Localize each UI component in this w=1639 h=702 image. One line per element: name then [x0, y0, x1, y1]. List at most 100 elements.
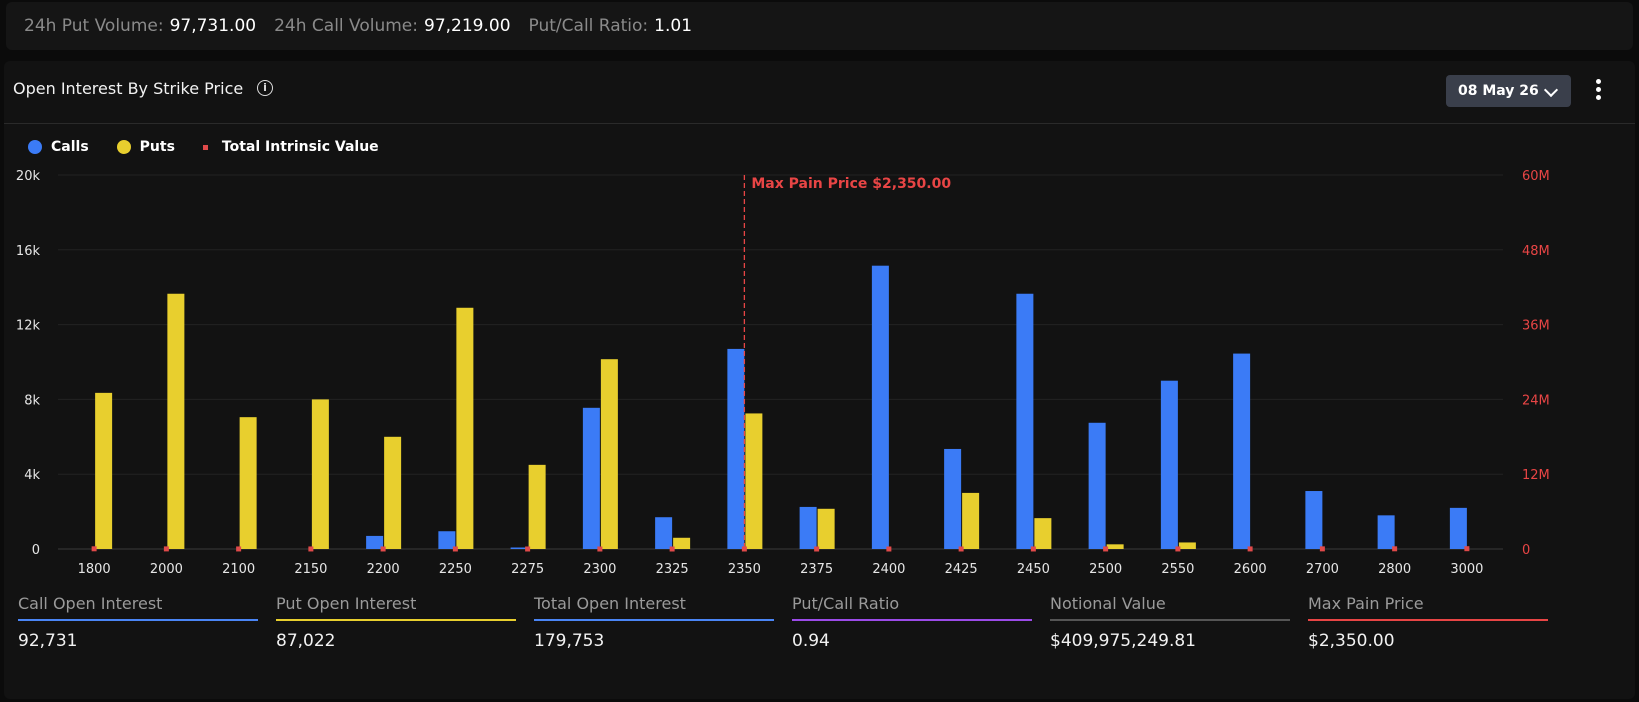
calls-bar — [1305, 491, 1323, 549]
chart-legend: Calls Puts Total Intrinsic Value — [28, 139, 407, 155]
intrinsic-value-point — [525, 546, 531, 552]
panel-title: Open Interest By Strike Price — [13, 79, 244, 98]
y-right-tick-label: 0 — [1522, 543, 1530, 558]
calls-legend-dot — [28, 140, 42, 154]
expiry-date-value: 08 May 26 — [1458, 83, 1539, 99]
calls-bar — [655, 517, 673, 549]
panel-divider — [4, 123, 1635, 124]
intrinsic-value-point — [308, 546, 314, 552]
intrinsic-value-point — [452, 546, 458, 552]
intrinsic-value-point — [597, 546, 603, 552]
stat-label: Put Open Interest — [276, 594, 417, 613]
puts-legend-dot — [116, 140, 131, 154]
y-left-tick-label: 0 — [32, 543, 40, 558]
x-tick-label: 2700 — [1306, 562, 1339, 577]
stat-value: $409,975,249.81 — [1050, 631, 1197, 651]
intrinsic-value-point — [741, 546, 747, 552]
stat-value: $2,350.00 — [1308, 631, 1395, 651]
expiry-date-select[interactable]: 08 May 26 — [1446, 75, 1571, 107]
puts-bar — [384, 436, 402, 549]
puts-bar — [239, 417, 257, 549]
puts-bar — [528, 464, 546, 549]
x-tick-label: 1800 — [78, 562, 111, 577]
call-volume-label: 24h Call Volume: — [274, 16, 418, 36]
stat-underline — [1050, 619, 1290, 621]
puts-bar — [95, 392, 113, 549]
calls-bar — [1088, 422, 1106, 549]
intrinsic-value-point — [669, 546, 675, 552]
x-tick-label: 2200 — [367, 562, 400, 577]
max-pain-label: Max Pain Price $2,350.00 — [751, 176, 951, 192]
intrinsic-value-point — [91, 546, 97, 552]
puts-bar — [1178, 542, 1196, 549]
x-tick-label: 2450 — [1017, 562, 1050, 577]
y-right-tick-label: 36M — [1522, 319, 1550, 334]
legend-calls[interactable]: Calls — [28, 139, 89, 155]
intrinsic-value-point — [1464, 546, 1470, 552]
volume-summary-bar: 24h Put Volume: 97,731.00 24h Call Volum… — [6, 2, 1633, 50]
legend-intrinsic[interactable]: Total Intrinsic Value — [202, 139, 379, 155]
y-left-tick-label: 8k — [24, 393, 40, 408]
intrinsic-value-point — [163, 546, 169, 552]
x-tick-label: 2300 — [583, 562, 616, 577]
calls-bar — [727, 348, 745, 549]
calls-bar — [582, 407, 600, 549]
intrinsic-value-point — [886, 546, 892, 552]
stat-label: Total Open Interest — [534, 594, 686, 613]
calls-bar — [871, 265, 889, 549]
intrinsic-value-point — [1175, 546, 1181, 552]
stat-notional-value: Notional Value $409,975,249.81 — [1050, 594, 1290, 651]
intrinsic-value-point — [1030, 546, 1036, 552]
intrinsic-value-point — [814, 546, 820, 552]
legend-intrinsic-label: Total Intrinsic Value — [221, 139, 379, 155]
x-tick-label: 2600 — [1234, 562, 1267, 577]
open-interest-panel: Open Interest By Strike Price i 08 May 2… — [4, 61, 1635, 699]
stat-max-pain-price: Max Pain Price $2,350.00 — [1308, 594, 1548, 651]
stat-put-call-ratio: Put/Call Ratio 0.94 — [792, 594, 1032, 651]
legend-puts-label: Puts — [139, 139, 175, 155]
calls-bar — [1233, 353, 1251, 549]
put-call-ratio-label: Put/Call Ratio: — [528, 16, 649, 36]
calls-bar — [366, 535, 384, 549]
puts-bar — [817, 508, 835, 549]
intrinsic-legend-marker — [202, 144, 208, 150]
y-right-tick-label: 12M — [1522, 468, 1550, 483]
intrinsic-value-point — [1247, 546, 1253, 552]
stat-underline — [1308, 619, 1548, 621]
stat-value: 92,731 — [18, 631, 78, 651]
x-tick-label: 2000 — [150, 562, 183, 577]
calls-bar — [1160, 380, 1178, 549]
y-right-tick-label: 60M — [1522, 169, 1550, 184]
x-tick-label: 3000 — [1450, 562, 1483, 577]
put-call-ratio-value: 1.01 — [654, 16, 693, 36]
stat-value: 0.94 — [792, 631, 830, 651]
x-tick-label: 2100 — [222, 562, 255, 577]
stat-put-open-interest: Put Open Interest 87,022 — [276, 594, 516, 651]
intrinsic-value-point — [1103, 546, 1109, 552]
stat-value: 179,753 — [534, 631, 605, 651]
put-volume-label: 24h Put Volume: — [24, 16, 164, 36]
legend-puts[interactable]: Puts — [116, 139, 175, 155]
puts-bar — [456, 307, 474, 549]
calls-bar — [799, 506, 817, 549]
x-tick-label: 2425 — [945, 562, 978, 577]
intrinsic-value-point — [958, 546, 964, 552]
info-icon[interactable]: i — [257, 80, 273, 96]
x-tick-label: 2350 — [728, 562, 761, 577]
stat-underline — [18, 619, 258, 621]
x-tick-label: 2375 — [800, 562, 833, 577]
stat-label: Notional Value — [1050, 594, 1166, 613]
x-tick-label: 2325 — [656, 562, 689, 577]
stat-label: Max Pain Price — [1308, 594, 1424, 613]
put-volume-value: 97,731.00 — [169, 16, 257, 36]
stat-call-open-interest: Call Open Interest 92,731 — [18, 594, 258, 651]
stat-label: Put/Call Ratio — [792, 594, 900, 613]
intrinsic-value-point — [380, 546, 386, 552]
more-options-icon[interactable] — [1596, 79, 1602, 103]
puts-bar — [745, 413, 763, 549]
stat-underline — [534, 619, 774, 621]
calls-bar — [1377, 515, 1395, 549]
y-left-tick-label: 4k — [24, 468, 40, 483]
calls-bar — [1016, 293, 1034, 549]
stat-label: Call Open Interest — [18, 594, 163, 613]
